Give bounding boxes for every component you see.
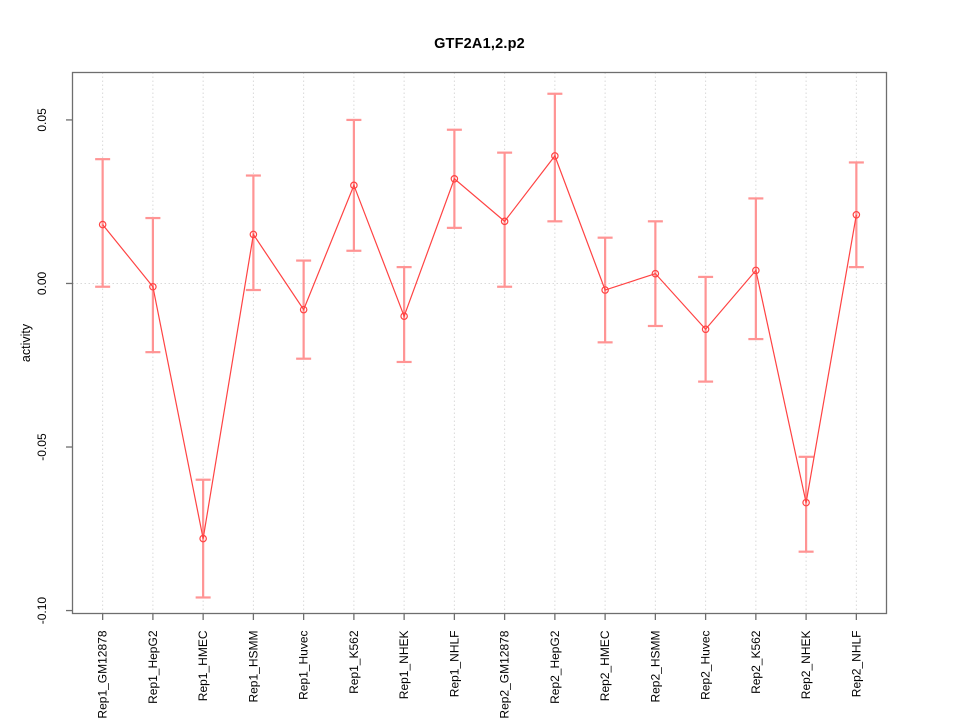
data-point (651, 269, 660, 278)
y-tick-label: 0.00 (35, 271, 49, 295)
plot-border (71, 71, 888, 615)
data-point (350, 181, 358, 190)
x-tick-label: Rep2_HSMM (648, 631, 662, 703)
y-tick-label: -0.10 (35, 597, 49, 625)
x-tick-label: Rep2_GM12878 (498, 630, 512, 718)
x-tick-label: Rep1_HMEC (196, 630, 210, 701)
chart-title: GTF2A1,2.p2 (434, 36, 525, 52)
data-point (400, 312, 408, 320)
data-point (551, 152, 559, 160)
y-tick-label: 0.05 (35, 108, 49, 132)
data-point (500, 217, 509, 226)
data-point (852, 210, 861, 219)
x-tick-label: Rep2_K562 (749, 630, 763, 694)
data-point (249, 230, 258, 239)
data-point (450, 175, 459, 183)
x-tick-label: Rep2_NHEK (799, 631, 813, 700)
y-tick-label: -0.05 (35, 433, 49, 461)
data-point (149, 282, 157, 291)
x-tick-label: Rep1_K562 (347, 630, 361, 694)
x-tick-label: Rep1_GM12878 (96, 630, 110, 718)
x-tick-label: Rep1_NHLF (447, 631, 461, 698)
data-point (98, 220, 107, 229)
data-point (752, 266, 760, 275)
data-point (701, 325, 710, 334)
x-tick-label: Rep1_HSMM (246, 631, 260, 703)
x-tick-label: Rep1_NHEK (397, 631, 411, 700)
x-tick-label: Rep2_HMEC (598, 630, 612, 701)
x-tick-label: Rep2_NHLF (849, 631, 863, 698)
x-tick-label: Rep1_HepG2 (146, 630, 160, 704)
x-tick-label: Rep2_Huvec (699, 631, 713, 700)
x-tick-label: Rep2_HepG2 (548, 630, 562, 704)
data-point (199, 534, 207, 543)
x-tick-label: Rep1_Huvec (297, 631, 311, 700)
series-line (102, 154, 857, 539)
data-point (601, 286, 609, 294)
data-point (802, 498, 810, 507)
data-point (299, 305, 308, 314)
